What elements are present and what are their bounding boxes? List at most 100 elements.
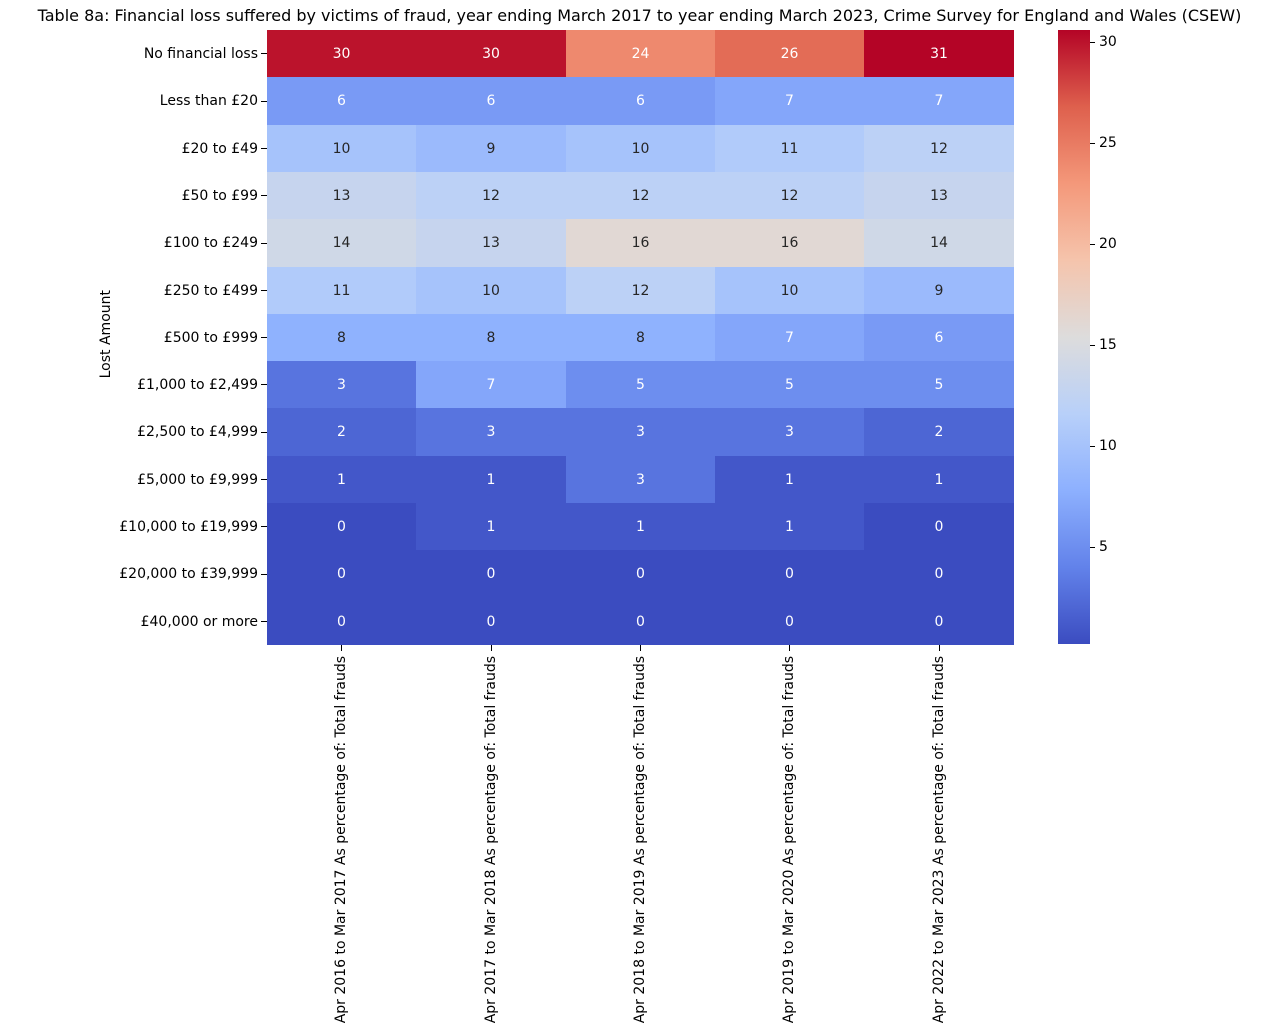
colorbar-tick-label: 20 xyxy=(1099,236,1117,253)
y-tick-mark xyxy=(261,148,267,149)
heatmap-cell: 6 xyxy=(864,314,1014,361)
x-tick-label: Apr 2016 to Mar 2017 As percentage of: T… xyxy=(333,656,349,1024)
heatmap-cell: 1 xyxy=(566,503,715,550)
colorbar-tick-label: 15 xyxy=(1099,337,1117,354)
heatmap-cell: 13 xyxy=(267,172,416,219)
heatmap-cell: 10 xyxy=(267,125,416,172)
heatmap-cell: 8 xyxy=(267,314,416,361)
y-tick-label: £2,500 to £4,999 xyxy=(137,424,258,440)
heatmap-cell: 6 xyxy=(267,77,416,125)
x-tick-mark xyxy=(490,645,492,651)
heatmap-cell: 8 xyxy=(566,314,715,361)
heatmap-cell: 0 xyxy=(566,550,715,598)
heatmap-cell: 24 xyxy=(566,30,715,77)
heatmap-cell: 16 xyxy=(566,219,715,267)
y-tick-label: £20 to £49 xyxy=(181,140,258,157)
y-tick-label: £250 to £499 xyxy=(163,282,258,299)
heatmap-cell: 0 xyxy=(864,598,1014,645)
colorbar-tick-label: 5 xyxy=(1099,539,1108,556)
heatmap-cell: 5 xyxy=(864,361,1014,408)
x-tick-label: Apr 2018 to Mar 2019 As percentage of: T… xyxy=(632,656,648,1024)
heatmap-cell: 2 xyxy=(267,408,416,456)
heatmap-cell: 1 xyxy=(267,456,416,503)
heatmap-cell: 12 xyxy=(566,267,715,314)
colorbar-tick-mark xyxy=(1090,142,1095,144)
colorbar-tick-mark xyxy=(1090,344,1095,346)
heatmap-cell: 7 xyxy=(715,77,864,125)
heatmap-cell: 2 xyxy=(864,408,1014,456)
heatmap-cell: 14 xyxy=(864,219,1014,267)
y-tick-mark xyxy=(261,100,267,102)
colorbar-tick-mark xyxy=(1090,546,1095,548)
heatmap-cell: 3 xyxy=(566,408,715,456)
heatmap-cell: 1 xyxy=(715,456,864,503)
x-tick-mark xyxy=(789,645,790,651)
x-tick-label: Apr 2017 to Mar 2018 As percentage of: T… xyxy=(482,656,499,1024)
heatmap-cell: 0 xyxy=(267,598,416,645)
heatmap-cell: 0 xyxy=(864,503,1014,550)
heatmap-cell: 3 xyxy=(267,361,416,408)
heatmap-cell: 13 xyxy=(416,219,566,267)
chart-title: Table 8a: Financial loss suffered by vic… xyxy=(37,6,1242,25)
y-tick-label: £5,000 to £9,999 xyxy=(137,471,258,488)
colorbar-tick-label: 30 xyxy=(1099,34,1117,51)
y-tick-mark xyxy=(261,479,267,480)
colorbar-tick-mark xyxy=(1090,243,1095,245)
colorbar-gradient xyxy=(1058,30,1090,644)
heatmap-cell: 10 xyxy=(416,267,566,314)
x-tick-mark xyxy=(341,645,342,651)
heatmap-cell: 3 xyxy=(715,408,864,456)
heatmap-cell: 0 xyxy=(267,503,416,550)
heatmap-cell: 10 xyxy=(566,125,715,172)
heatmap-cell: 6 xyxy=(416,77,566,125)
y-axis-label: Lost Amount xyxy=(98,290,114,379)
heatmap-cell: 12 xyxy=(864,125,1014,172)
heatmap-cell: 0 xyxy=(416,598,566,645)
heatmap-cell: 0 xyxy=(864,550,1014,598)
heatmap-cell: 9 xyxy=(864,267,1014,314)
x-tick-mark xyxy=(938,645,940,651)
heatmap-cell: 1 xyxy=(416,456,566,503)
colorbar-tick-mark xyxy=(1090,41,1095,43)
y-tick-mark xyxy=(261,337,267,338)
heatmap-cell: 7 xyxy=(715,314,864,361)
heatmap-cell: 7 xyxy=(864,77,1014,125)
heatmap-cell: 5 xyxy=(566,361,715,408)
colorbar-tick-mark xyxy=(1090,445,1095,447)
y-tick-label: £20,000 to £39,999 xyxy=(119,566,258,582)
heatmap-cell: 0 xyxy=(715,598,864,645)
heatmap-cell: 0 xyxy=(416,550,566,598)
heatmap-cell: 5 xyxy=(715,361,864,408)
heatmap-cell: 12 xyxy=(715,172,864,219)
heatmap-cell: 9 xyxy=(416,125,566,172)
colorbar-tick-label: 10 xyxy=(1099,438,1117,455)
y-tick-label: £1,000 to £2,499 xyxy=(137,376,258,393)
y-tick-mark xyxy=(261,384,267,385)
heatmap-cell: 11 xyxy=(267,267,416,314)
y-tick-label: £100 to £249 xyxy=(163,235,258,251)
heatmap-cell: 0 xyxy=(267,550,416,598)
heatmap-cell: 1 xyxy=(715,503,864,550)
y-tick-mark xyxy=(261,53,267,54)
heatmap-cell: 10 xyxy=(715,267,864,314)
y-tick-mark xyxy=(261,526,267,527)
y-tick-label: £40,000 or more xyxy=(140,613,258,630)
y-tick-label: £10,000 to £19,999 xyxy=(119,518,258,535)
heatmap-cell: 0 xyxy=(566,598,715,645)
heatmap-cell: 8 xyxy=(416,314,566,361)
heatmap-cell: 3 xyxy=(566,456,715,503)
y-tick-mark xyxy=(261,195,267,196)
heatmap-cell: 14 xyxy=(267,219,416,267)
y-tick-label: £500 to £999 xyxy=(163,329,258,346)
heatmap-cell: 0 xyxy=(715,550,864,598)
heatmap-cell: 30 xyxy=(416,30,566,77)
heatmap-cell: 31 xyxy=(864,30,1014,77)
heatmap-cell: 1 xyxy=(864,456,1014,503)
y-tick-mark xyxy=(261,621,267,622)
heatmap-cell: 16 xyxy=(715,219,864,267)
heatmap-cell: 7 xyxy=(416,361,566,408)
y-tick-mark xyxy=(261,242,267,244)
y-tick-mark xyxy=(261,431,267,433)
x-tick-label: Apr 2019 to Mar 2020 As percentage of: T… xyxy=(781,656,797,1024)
